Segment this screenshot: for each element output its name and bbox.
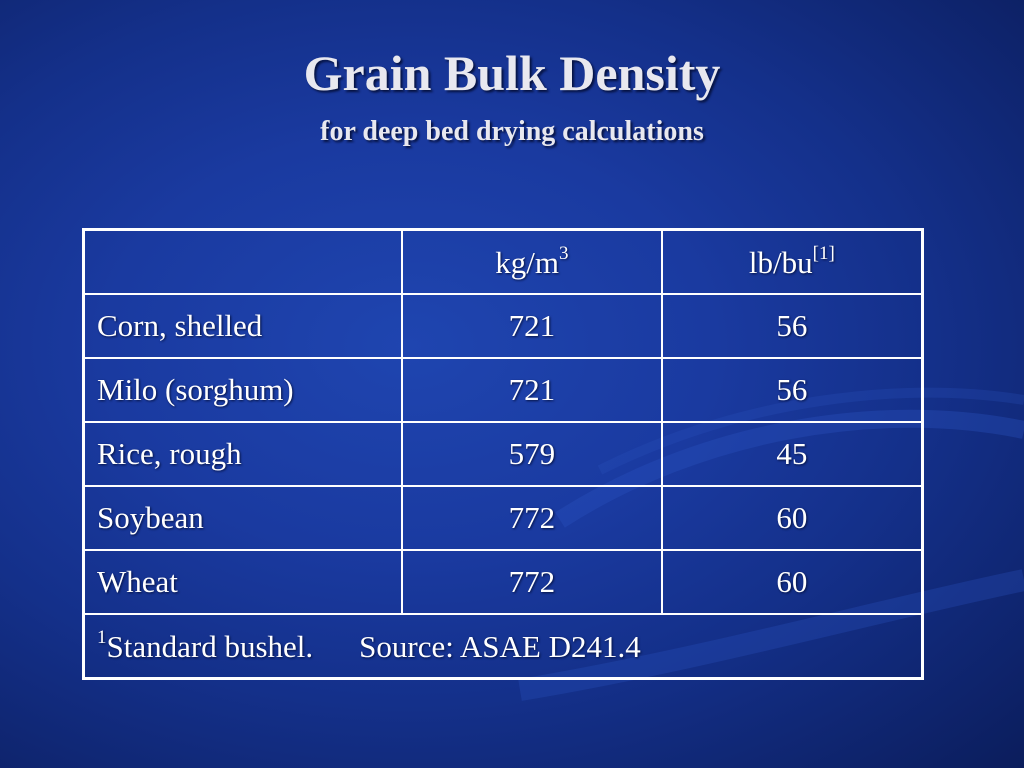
page-title: Grain Bulk Density	[303, 45, 721, 101]
lb-bu-value: 45	[660, 421, 924, 487]
source-citation: Source: ASAE D241.4	[359, 629, 641, 664]
grain-name: Corn, shelled	[82, 293, 404, 359]
lb-bu-value: 60	[660, 485, 924, 551]
grain-name: Milo (sorghum)	[82, 357, 404, 423]
table-row: Corn, shelled 721 56	[82, 293, 924, 359]
table-header-row: kg/m3 lb/bu[1]	[82, 228, 924, 295]
kg-m3-value: 721	[401, 293, 663, 359]
density-table: kg/m3 lb/bu[1] Corn, shelled 721 56 Milo…	[82, 228, 924, 680]
footnote-text: Standard bushel.	[106, 629, 314, 664]
page-subtitle: for deep bed drying calculations	[320, 116, 704, 147]
header-lb-bu: lb/bu[1]	[660, 228, 924, 295]
header-lb-bu-sup: [1]	[812, 243, 835, 264]
table-footnote-row: 1Standard bushel. Source: ASAE D241.4	[82, 613, 924, 680]
header-empty-cell	[82, 228, 404, 295]
grain-name: Rice, rough	[82, 421, 404, 487]
table-row: Rice, rough 579 45	[82, 421, 924, 487]
header-kg-m3-text: kg/m	[495, 245, 559, 280]
lb-bu-value: 56	[660, 357, 924, 423]
kg-m3-value: 579	[401, 421, 663, 487]
header-kg-m3: kg/m3	[401, 228, 663, 295]
grain-name: Soybean	[82, 485, 404, 551]
kg-m3-value: 721	[401, 357, 663, 423]
footnote-cell: 1Standard bushel. Source: ASAE D241.4	[82, 613, 924, 680]
footnote-marker: 1	[97, 627, 107, 648]
header-kg-m3-sup: 3	[559, 243, 569, 264]
table-row: Milo (sorghum) 721 56	[82, 357, 924, 423]
kg-m3-value: 772	[401, 485, 663, 551]
table-row: Soybean 772 60	[82, 485, 924, 551]
kg-m3-value: 772	[401, 549, 663, 615]
header-lb-bu-text: lb/bu	[748, 245, 813, 280]
lb-bu-value: 56	[660, 293, 924, 359]
table-row: Wheat 772 60	[82, 549, 924, 615]
grain-name: Wheat	[82, 549, 404, 615]
lb-bu-value: 60	[660, 549, 924, 615]
